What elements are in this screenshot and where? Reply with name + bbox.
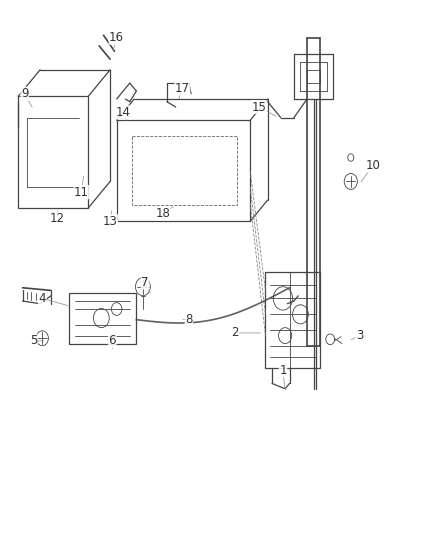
- Text: 6: 6: [108, 334, 116, 348]
- Text: 14: 14: [116, 106, 131, 119]
- Text: 12: 12: [50, 212, 65, 225]
- Text: 3: 3: [355, 329, 362, 342]
- Text: 16: 16: [109, 31, 124, 44]
- Text: 15: 15: [251, 101, 266, 114]
- Text: 5: 5: [30, 334, 37, 348]
- Text: 4: 4: [39, 292, 46, 305]
- Text: 11: 11: [74, 185, 89, 199]
- Text: 18: 18: [155, 207, 170, 220]
- Text: 9: 9: [21, 87, 28, 100]
- Text: 10: 10: [364, 159, 379, 172]
- Text: 13: 13: [102, 215, 117, 228]
- Text: 7: 7: [141, 276, 148, 289]
- Text: 17: 17: [174, 82, 189, 95]
- Text: 1: 1: [279, 364, 286, 377]
- Text: 8: 8: [185, 313, 192, 326]
- Text: 2: 2: [230, 326, 238, 340]
